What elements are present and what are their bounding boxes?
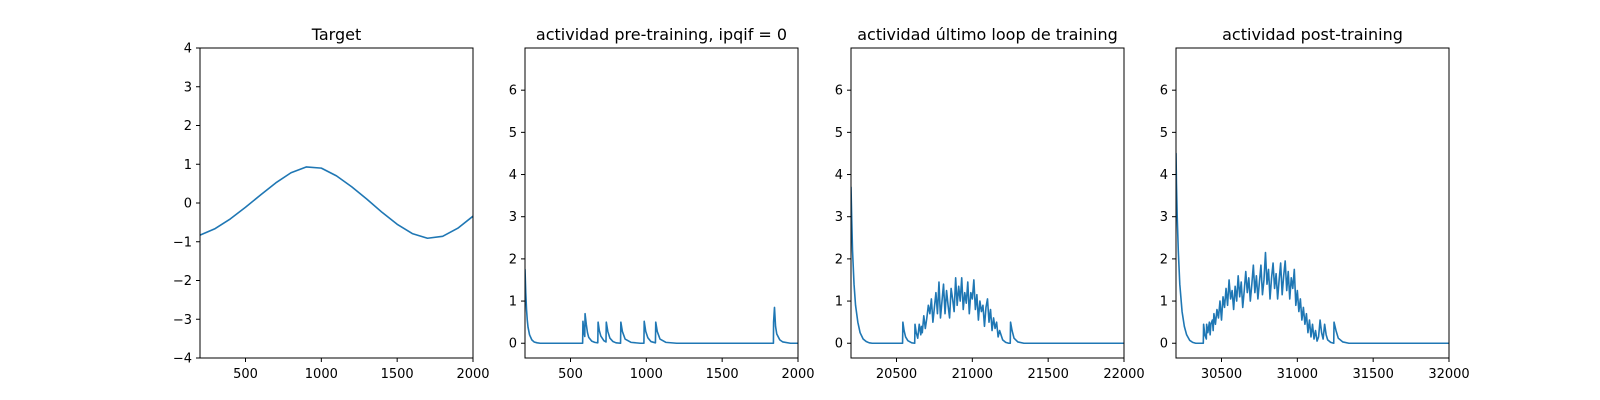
x-tick-label: 500 [233, 367, 258, 382]
y-tick-label: 0 [184, 197, 192, 212]
series-line-1 [851, 186, 1124, 345]
plot-area-frame [1175, 47, 1450, 359]
y-tick-label: 2 [1160, 252, 1168, 267]
y-tick-label: 4 [184, 42, 192, 57]
chart-title: actividad pre-training, ipqif = 0 [536, 25, 787, 44]
chart-panel-1: 500 1000 1500 2000 −4 −3 −2 −1 0 1 2 3 4 Target [173, 25, 490, 382]
series-line-1 [525, 268, 798, 345]
y-tick-label: 3 [509, 210, 517, 225]
y-tick-label: 1 [184, 158, 192, 173]
y-tick-label: 0 [1160, 337, 1168, 352]
plot-area-frame [850, 47, 1125, 359]
y-tick-label: 3 [184, 80, 192, 95]
y-tick-label: −4 [173, 352, 192, 367]
chart-panel-4: 30500 31000 31500 32000 0 1 2 3 4 5 6 actividad pos… [1160, 25, 1470, 382]
chart-title: actividad último loop de training [857, 25, 1118, 44]
y-tick-label: 2 [184, 119, 192, 134]
y-tick-label: 1 [1160, 295, 1168, 310]
x-tick-label: 31000 [1277, 367, 1318, 382]
series-line-1 [1176, 152, 1449, 345]
y-tick-label: 3 [1160, 210, 1168, 225]
plot-area-frame [524, 47, 799, 359]
y-tick-label: 0 [835, 337, 843, 352]
y-tick-label: −3 [173, 313, 192, 328]
x-tick-label: 500 [558, 367, 583, 382]
y-tick-label: 5 [1160, 126, 1168, 141]
y-tick-label: −2 [173, 274, 192, 289]
chart-title: actividad post-training [1222, 25, 1403, 44]
x-tick-label: 2000 [456, 367, 489, 382]
plot-area-frame [199, 47, 474, 359]
x-tick-label: 22000 [1103, 367, 1144, 382]
y-tick-label: 2 [509, 252, 517, 267]
y-tick-label: 1 [509, 295, 517, 310]
x-tick-label: 1000 [305, 367, 338, 382]
x-tick-label: 2000 [781, 367, 814, 382]
y-tick-label: 5 [835, 126, 843, 141]
x-tick-label: 20500 [876, 367, 917, 382]
y-tick-label: 4 [835, 168, 843, 183]
x-tick-label: 1500 [706, 367, 739, 382]
y-tick-label: 6 [1160, 84, 1168, 99]
y-tick-label: 0 [509, 337, 517, 352]
chart-panel-2: 500 1000 1500 2000 0 1 2 3 4 5 6 actividad pre-trai… [509, 25, 815, 382]
y-tick-label: 5 [509, 126, 517, 141]
y-tick-label: 4 [1160, 168, 1168, 183]
y-tick-label: 2 [835, 252, 843, 267]
x-tick-label: 1500 [381, 367, 414, 382]
series-line-1 [200, 166, 473, 240]
x-tick-label: 30500 [1201, 367, 1242, 382]
y-tick-label: 6 [509, 84, 517, 99]
chart-title: Target [311, 25, 362, 44]
x-tick-label: 21000 [952, 367, 993, 382]
y-tick-label: 6 [835, 84, 843, 99]
y-tick-label: 3 [835, 210, 843, 225]
x-tick-label: 21500 [1027, 367, 1068, 382]
chart-panel-3: 20500 21000 21500 22000 0 1 2 3 4 5 6 actividad últ… [835, 25, 1145, 382]
y-tick-label: −1 [173, 235, 192, 250]
y-tick-label: 1 [835, 295, 843, 310]
x-tick-label: 31500 [1352, 367, 1393, 382]
x-tick-label: 1000 [630, 367, 663, 382]
y-tick-label: 4 [509, 168, 517, 183]
x-tick-label: 32000 [1428, 367, 1469, 382]
